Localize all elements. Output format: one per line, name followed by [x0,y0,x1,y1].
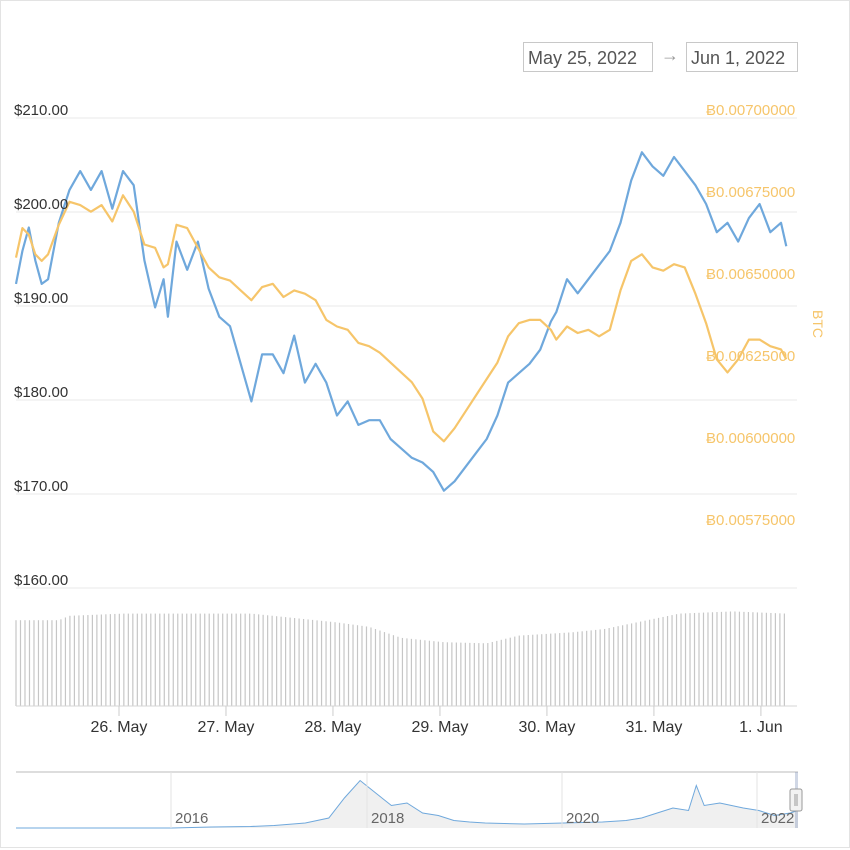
navigator: 2016 2018 2020 2022 [16,771,803,829]
x-tick-label: 30. May [518,719,575,736]
navigator-area [16,780,798,828]
grid-lines [16,117,797,589]
navigator-handle[interactable] [789,788,803,812]
btc-axis: Ƀ0.00575000 Ƀ0.00600000 Ƀ0.00625000 Ƀ0.0065… [706,102,826,529]
btc-axis-title: BTC [810,310,826,338]
date-range-from-input[interactable]: May 25, 2022 [523,42,653,72]
btc-tick-label: Ƀ0.00625000 [706,348,795,365]
series-line-usd [14,151,788,492]
usd-tick-label: $190.00 [14,290,68,307]
usd-axis: $160.00 $170.00 $180.00 $190.00 $200.00 $210.… [14,102,68,589]
x-tick-label: 31. May [625,719,682,736]
navigator-year-label: 2016 [175,810,208,827]
usd-tick-label: $210.00 [14,102,68,119]
date-range-arrow-icon: → [661,45,679,65]
usd-tick-label: $170.00 [14,478,68,495]
x-tick-label: 28. May [304,719,361,736]
navigator-year-label: 2022 [761,810,794,827]
usd-tick-label: $180.00 [14,384,68,401]
volume-bars [15,611,797,707]
x-tick-label: 29. May [411,719,468,736]
date-axis: 26. May 27. May 28. May 29. May 30. May 31. M… [91,706,783,736]
btc-tick-label: Ƀ0.00575000 [706,512,795,529]
navigator-year-label: 2018 [371,810,404,827]
navigator-line [16,779,799,829]
navigator-year-label: 2020 [566,810,599,827]
x-tick-label: 1. Jun [739,719,783,736]
price-series [14,151,788,492]
btc-tick-label: Ƀ0.00675000 [706,184,795,201]
usd-tick-label: $200.00 [14,196,68,213]
usd-tick-label: $160.00 [14,572,68,589]
btc-tick-label: Ƀ0.00700000 [706,102,795,119]
x-tick-label: 26. May [91,719,148,736]
x-tick-label: 27. May [198,719,255,736]
date-range-to-input[interactable]: Jun 1, 2022 [686,42,798,72]
btc-tick-label: Ƀ0.00600000 [706,430,795,447]
series-line-btc [14,194,788,443]
btc-tick-label: Ƀ0.00650000 [706,266,795,283]
